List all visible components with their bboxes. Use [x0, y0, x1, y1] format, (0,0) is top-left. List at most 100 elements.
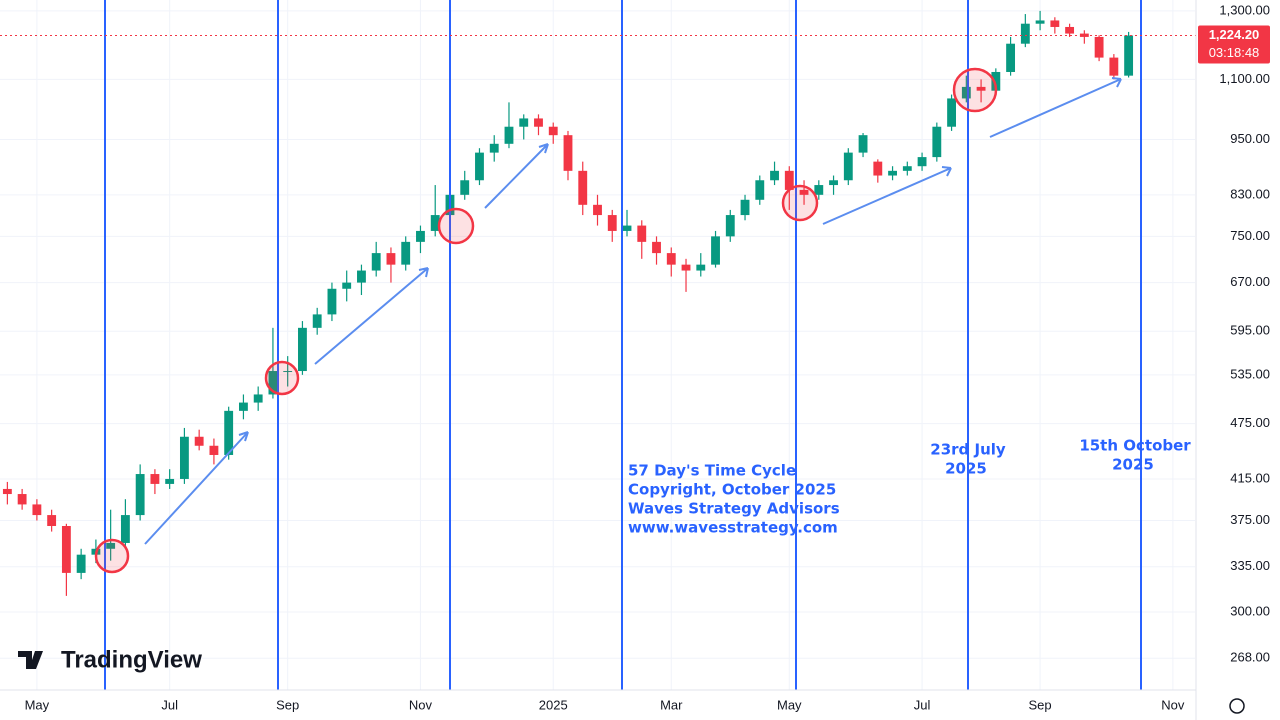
x-tick-label: Nov — [409, 697, 433, 712]
x-tick-label: May — [777, 697, 802, 712]
candle-body — [519, 118, 529, 127]
y-tick-label: 475.00 — [1230, 415, 1270, 430]
y-tick-label: 595.00 — [1230, 323, 1270, 338]
candle-body — [652, 241, 661, 254]
candle-body — [593, 204, 602, 216]
settings-icon[interactable] — [1229, 698, 1245, 714]
candle-body — [342, 282, 352, 289]
logo: TradingView — [18, 646, 202, 673]
candle-body — [814, 185, 824, 195]
candle-body — [548, 126, 558, 136]
y-tick-label: 830.00 — [1230, 186, 1270, 201]
x-tick-label: Mar — [660, 697, 683, 712]
candle-body — [253, 394, 263, 403]
countdown: 03:18:48 — [1209, 45, 1260, 60]
candle-body — [991, 71, 1001, 91]
cycle-circle — [94, 538, 130, 574]
x-tick-label: Sep — [1029, 697, 1052, 712]
x-tick-label: Jul — [914, 697, 931, 712]
candle-body — [371, 253, 381, 271]
cycle-lines — [104, 0, 1142, 690]
candle-body — [637, 225, 647, 242]
logo-icon — [18, 651, 43, 669]
y-tick-label: 535.00 — [1230, 366, 1270, 381]
candle-body — [298, 327, 307, 372]
cycle-label: 2025 — [1112, 456, 1154, 474]
arrows — [144, 77, 1122, 545]
x-tick-label: Jul — [161, 697, 178, 712]
cycle-label: 23rd July — [930, 441, 1006, 459]
candle-body — [1006, 43, 1016, 72]
arrow — [989, 77, 1122, 138]
arrow — [144, 431, 249, 545]
candle-body — [1065, 26, 1075, 34]
candle-body — [194, 436, 204, 446]
annotation: www.wavesstrategy.com — [628, 519, 838, 537]
candle-body — [607, 215, 617, 231]
candle-body — [829, 180, 838, 186]
candle-body — [386, 253, 396, 265]
annotation-block: 57 Day's Time Cycle Copyright, October 2… — [628, 437, 1191, 537]
candle-body — [784, 170, 794, 190]
candle-body — [622, 225, 632, 231]
candle-body — [770, 170, 779, 181]
candle-body — [902, 166, 912, 171]
circles — [94, 67, 998, 574]
candle-body — [578, 170, 588, 205]
candle-body — [681, 264, 691, 271]
candle-body — [224, 410, 234, 455]
annotation: Waves Strategy Advisors — [628, 500, 840, 518]
annotation: 57 Day's Time Cycle — [628, 462, 796, 480]
y-tick-label: 300.00 — [1230, 603, 1270, 618]
candle-body — [239, 402, 248, 411]
cycle-circle — [437, 207, 475, 245]
cycle-circle — [952, 67, 998, 113]
candle-body — [357, 270, 366, 283]
arrow — [822, 166, 952, 225]
arrow — [484, 143, 549, 209]
candle-body — [283, 371, 293, 373]
candle-body — [976, 86, 986, 91]
candle-body — [961, 86, 971, 99]
candle-body — [1050, 20, 1060, 27]
candle-body — [563, 135, 573, 171]
candle-body — [47, 515, 57, 527]
y-tick-label: 670.00 — [1230, 274, 1270, 289]
x-tick-label: Sep — [276, 697, 299, 712]
candle-body — [327, 288, 337, 315]
candle-body — [1124, 35, 1134, 76]
candle-body — [740, 199, 750, 216]
candle-body — [843, 152, 853, 181]
y-tick-label: 415.00 — [1230, 470, 1270, 485]
candle-body — [312, 314, 322, 328]
candle-body — [401, 241, 411, 265]
candle-body — [873, 161, 883, 176]
candle-body — [489, 143, 499, 153]
y-tick-label: 335.00 — [1230, 558, 1270, 573]
annotation: Copyright, October 2025 — [628, 481, 836, 499]
cycle-circle — [781, 184, 819, 222]
candle-body — [475, 152, 484, 181]
candle-body — [696, 264, 706, 271]
candle-body — [61, 526, 71, 573]
cycle-label: 2025 — [945, 460, 987, 478]
candle-body — [1035, 20, 1045, 24]
candle-body — [179, 436, 189, 479]
x-tick-label: May — [25, 697, 50, 712]
candle-body — [106, 542, 116, 549]
candle-body — [460, 180, 470, 195]
candle-body — [711, 236, 720, 265]
last-price-box — [1198, 25, 1270, 64]
candle-body — [268, 371, 278, 395]
candle-body — [534, 118, 543, 127]
candle-body — [32, 504, 42, 516]
candle-body — [888, 170, 897, 176]
candle-body — [416, 230, 425, 242]
candle-body — [917, 157, 927, 167]
y-tick-label: 375.00 — [1230, 512, 1270, 527]
y-tick-label: 1,100.00 — [1219, 71, 1270, 86]
candle-body — [858, 135, 868, 153]
